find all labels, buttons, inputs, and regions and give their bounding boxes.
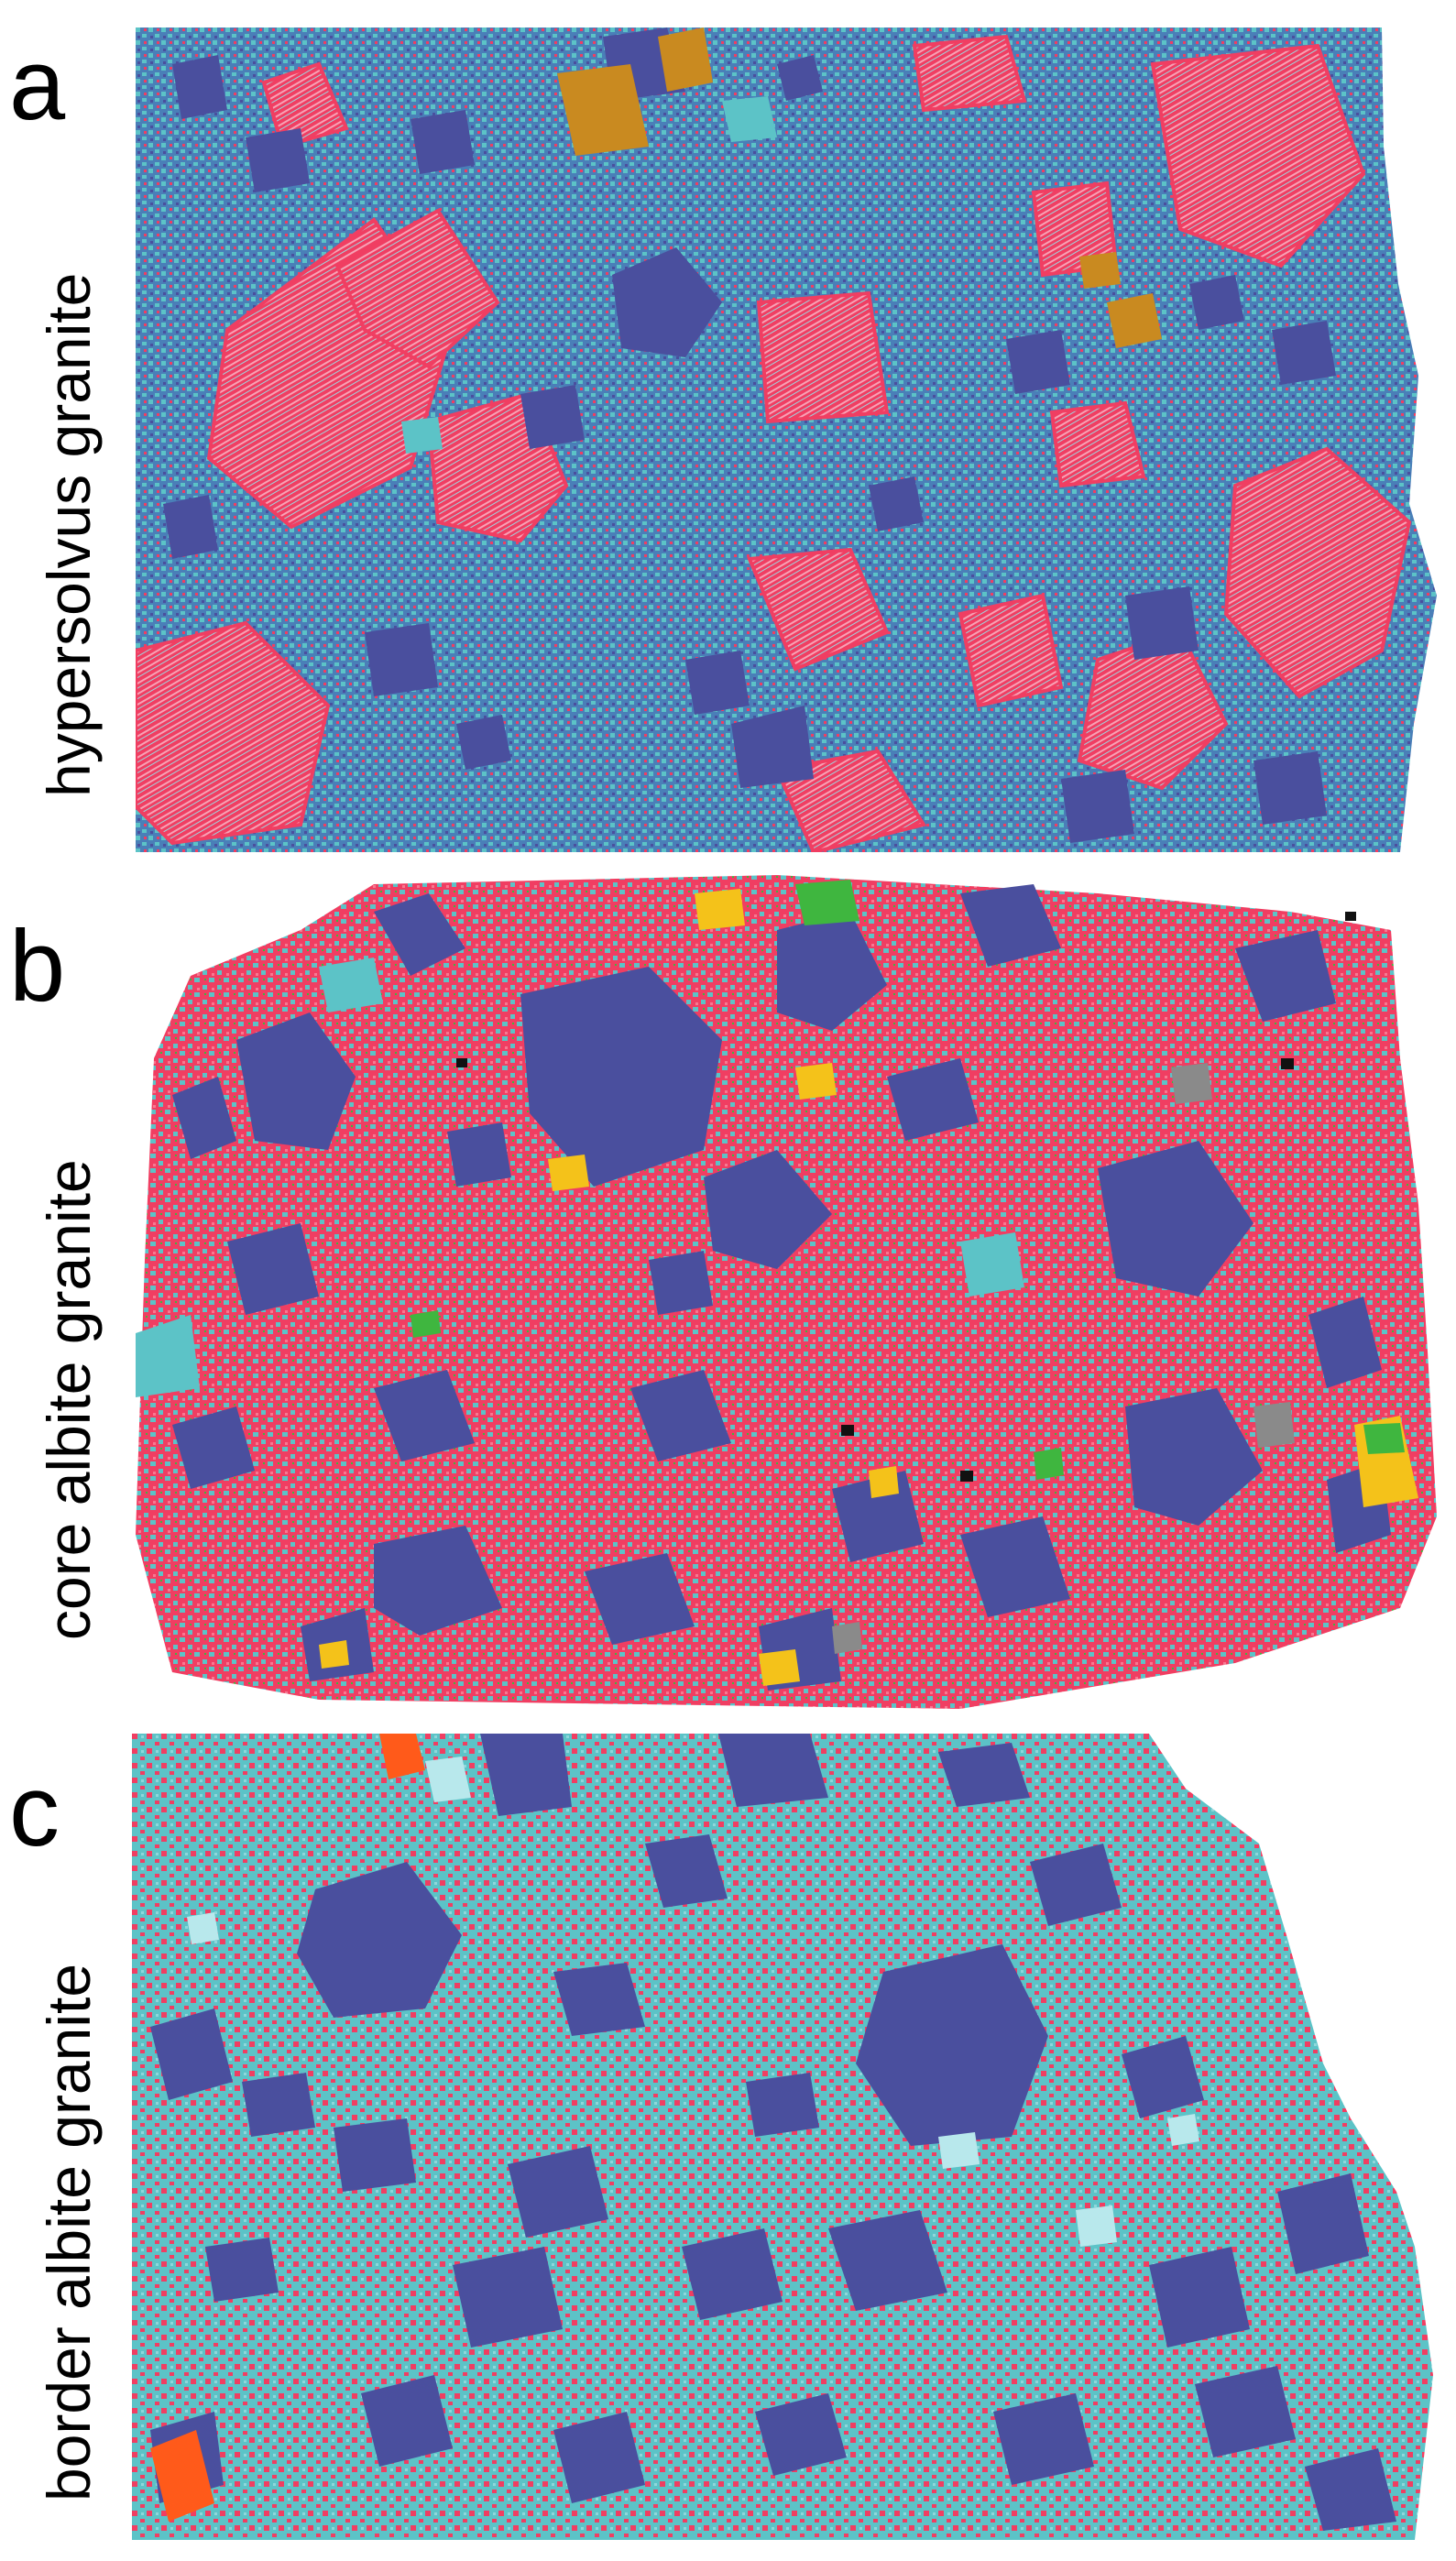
quartz-grain [297,1862,462,2018]
panel-c-letter: c [9,1755,60,1867]
ochre-mineral-patch [557,64,649,156]
panel-a-caption: hypersolvus granite [35,272,103,797]
orange-mineral-patch [150,2430,214,2522]
quartz-grain [520,967,722,1187]
quartz-grain [172,55,227,119]
panel-c-caption: border albite granite [35,1963,103,2501]
mineral-map-core-albite-granite [136,875,1437,1709]
panel-b-caption: core albite granite [35,1159,103,1640]
mineral-map-hypersolvus-granite [136,27,1437,852]
mineral-map-border-albite-granite [132,1734,1433,2540]
panel-a-letter: a [9,28,66,141]
panel-b-letter: b [9,910,66,1023]
